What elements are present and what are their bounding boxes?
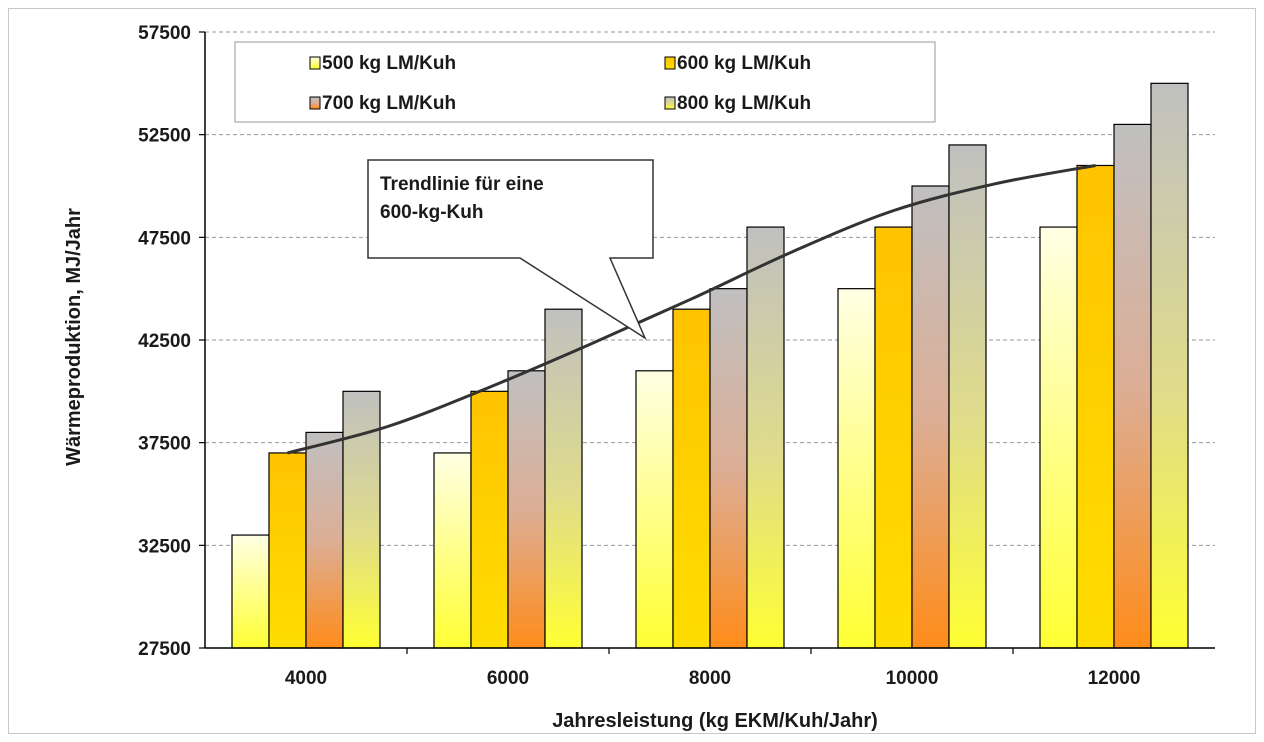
trendline-layer	[287, 163, 1096, 455]
legend-swatch	[664, 96, 676, 110]
bar	[746, 226, 785, 649]
y-tick-label: 47500	[138, 228, 191, 249]
trendline	[287, 163, 1096, 455]
bar	[433, 452, 472, 649]
y-tick-label: 27500	[138, 639, 191, 660]
legend-entry: 500 kg LM/Kuh	[322, 53, 456, 74]
callout-text: Trendlinie für eine	[380, 174, 544, 195]
y-tick-label: 52500	[138, 126, 191, 147]
bars	[231, 82, 1189, 649]
callout-text: 600-kg-Kuh	[380, 202, 483, 223]
bar	[709, 288, 748, 649]
bar	[837, 288, 876, 649]
x-tick-label: 10000	[886, 668, 939, 689]
legend-entry: 800 kg LM/Kuh	[677, 93, 811, 114]
bar	[635, 370, 674, 649]
legend-swatch	[664, 56, 676, 70]
trendline-callout: Trendlinie für eine 600-kg-Kuh	[367, 159, 654, 340]
legend: 500 kg LM/Kuh 600 kg LM/Kuh 700 kg LM/Kuh 8…	[234, 41, 936, 123]
legend-entry: 700 kg LM/Kuh	[322, 93, 456, 114]
y-tick-label: 32500	[138, 536, 191, 557]
legend-swatch	[309, 96, 321, 110]
legend-entry: 600 kg LM/Kuh	[677, 53, 811, 74]
x-axis-label: Jahresleistung (kg EKM/Kuh/Jahr)	[552, 710, 878, 732]
bar	[544, 308, 583, 649]
bar	[1113, 123, 1152, 649]
y-tick-label: 57500	[138, 23, 191, 44]
bar	[1076, 164, 1115, 649]
bar	[231, 534, 270, 649]
bar	[305, 431, 344, 649]
y-tick-label: 42500	[138, 331, 191, 352]
bar	[874, 226, 913, 649]
bar	[911, 185, 950, 649]
y-axis-label: Wärmeproduktion, MJ/Jahr	[63, 208, 85, 466]
x-tick-label: 4000	[285, 668, 327, 689]
x-tick-label: 8000	[689, 668, 731, 689]
x-tick-label: 6000	[487, 668, 529, 689]
bar	[1039, 226, 1078, 649]
callout-box	[367, 159, 654, 340]
axes: 27500 32500 37500 42500 47500 52500 57500 4000 6…	[138, 23, 1215, 689]
bar	[948, 144, 987, 649]
bar	[507, 370, 546, 649]
bar	[1150, 82, 1189, 649]
bar	[470, 390, 509, 649]
bar	[268, 452, 307, 649]
chart-frame	[8, 8, 1256, 734]
x-tick-label: 12000	[1088, 668, 1141, 689]
legend-swatch	[309, 56, 321, 70]
legend-box	[234, 41, 936, 123]
bar	[672, 308, 711, 649]
y-tick-label: 37500	[138, 434, 191, 455]
